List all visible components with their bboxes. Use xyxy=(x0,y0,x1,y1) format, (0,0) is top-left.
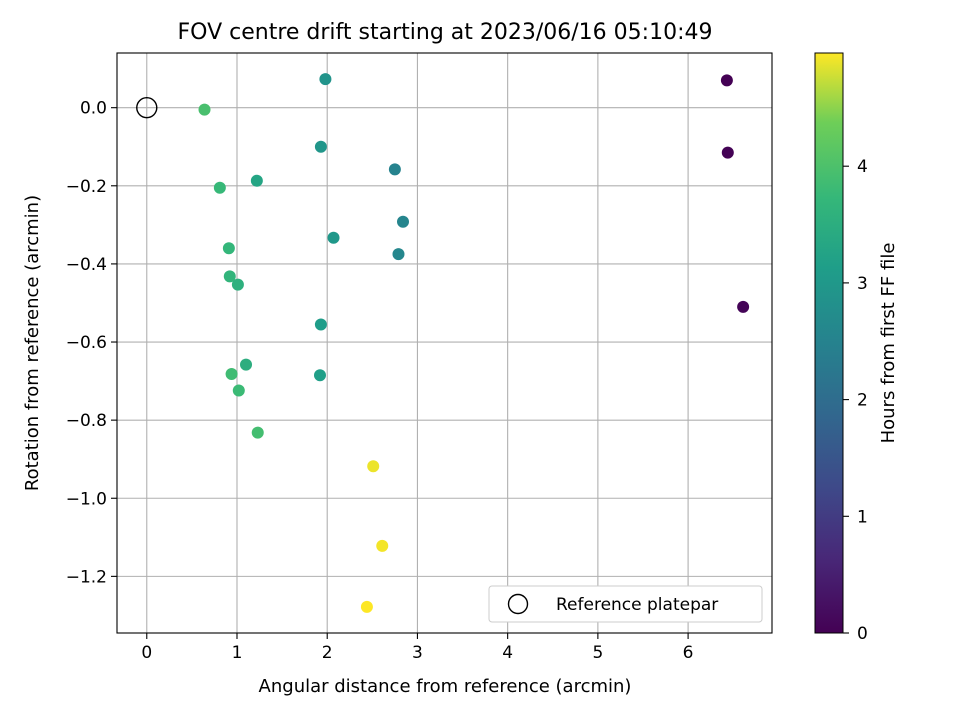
data-point xyxy=(313,369,326,382)
legend-label: Reference platepar xyxy=(556,595,718,615)
colorbar-tick-label: 0 xyxy=(857,624,868,644)
y-tick-label: −0.8 xyxy=(66,411,107,431)
x-axis-ticks: 0 1 2 3 4 5 6 xyxy=(141,633,694,663)
x-tick-label: 4 xyxy=(502,643,513,663)
data-point xyxy=(251,426,264,439)
data-point xyxy=(376,539,389,552)
x-tick-label: 2 xyxy=(322,643,333,663)
data-point xyxy=(198,103,211,116)
colorbar-ticks: 0 1 2 3 4 xyxy=(843,157,868,644)
legend: Reference platepar xyxy=(488,585,763,623)
data-point xyxy=(222,242,235,255)
y-axis-ticks: 0.0 −0.2 −0.4 −0.6 −0.8 −1.0 −1.2 xyxy=(66,99,117,587)
y-tick-label: −0.2 xyxy=(66,177,107,197)
data-point xyxy=(319,73,332,86)
data-point xyxy=(223,270,236,283)
data-point xyxy=(231,278,244,291)
colorbar-label: Hours from first FF file xyxy=(878,243,899,444)
data-points xyxy=(136,73,750,613)
legend-box xyxy=(488,585,763,623)
x-tick-label: 3 xyxy=(412,643,423,663)
data-point xyxy=(314,140,327,153)
colorbar-tick-label: 4 xyxy=(857,157,868,177)
data-point xyxy=(232,384,245,397)
data-point xyxy=(250,174,263,187)
x-tick-label: 1 xyxy=(232,643,243,663)
data-point xyxy=(720,74,733,87)
y-tick-label: −0.4 xyxy=(66,255,107,275)
y-tick-label: −1.2 xyxy=(66,567,107,587)
colorbar xyxy=(814,52,844,634)
y-tick-label: 0.0 xyxy=(80,99,107,119)
data-point xyxy=(240,358,253,371)
y-tick-label: −0.6 xyxy=(66,333,107,353)
plot-frame xyxy=(116,52,773,634)
x-tick-label: 6 xyxy=(683,643,694,663)
data-point xyxy=(327,231,340,244)
y-axis-label: Rotation from reference (arcmin) xyxy=(22,195,43,491)
data-point xyxy=(396,215,409,228)
data-point xyxy=(225,368,238,381)
colorbar-tick-label: 3 xyxy=(857,274,868,294)
data-point xyxy=(737,300,750,313)
colorbar-tick-label: 2 xyxy=(857,391,868,411)
data-point xyxy=(213,181,226,194)
data-point xyxy=(314,318,327,331)
x-axis-label: Angular distance from reference (arcmin) xyxy=(259,676,632,697)
colorbar-tick-label: 1 xyxy=(857,507,868,527)
data-point xyxy=(367,460,380,473)
data-point xyxy=(392,248,405,261)
x-tick-label: 5 xyxy=(592,643,603,663)
reference-point-marker xyxy=(136,96,158,119)
data-point xyxy=(360,600,373,613)
data-point xyxy=(721,146,734,159)
grid xyxy=(117,53,772,633)
data-point xyxy=(388,163,401,176)
legend-marker xyxy=(507,593,529,615)
chart-title: FOV centre drift starting at 2023/06/16 … xyxy=(178,20,713,45)
y-tick-label: −1.0 xyxy=(66,489,107,509)
x-tick-label: 0 xyxy=(141,643,152,663)
